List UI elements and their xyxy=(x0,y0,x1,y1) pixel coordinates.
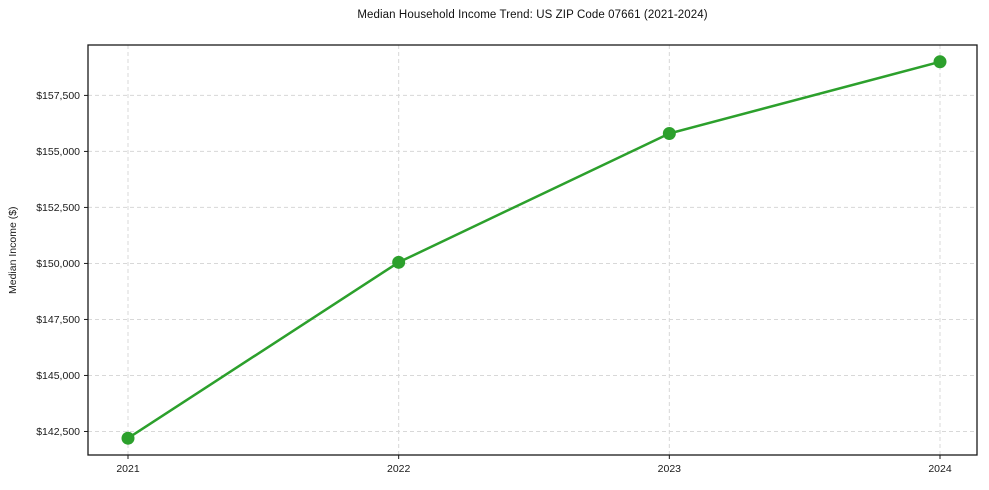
data-points xyxy=(121,55,947,445)
x-tick-label: 2021 xyxy=(116,463,140,475)
income-trend-line xyxy=(126,60,942,440)
y-tick-label: $155,000 xyxy=(36,146,80,158)
data-point-marker xyxy=(662,126,676,140)
y-tick-label: $142,500 xyxy=(36,426,80,438)
y-axis-ticks: $142,500 $145,000 $147,500 $150,000 $152,500… xyxy=(36,90,88,438)
y-tick-label: $157,500 xyxy=(36,90,80,102)
x-axis-ticks: 2021 2022 2023 2024 xyxy=(116,455,952,475)
x-tick-label: 2022 xyxy=(387,463,411,475)
y-tick-label: $147,500 xyxy=(36,314,80,326)
y-tick-label: $152,500 xyxy=(36,202,80,214)
grid-lines xyxy=(88,45,977,455)
data-point-marker xyxy=(392,255,406,269)
plot-border xyxy=(87,44,978,456)
y-tick-label: $150,000 xyxy=(36,258,80,270)
chart-title: Median Household Income Trend: US ZIP Co… xyxy=(357,9,708,21)
y-tick-label: $145,000 xyxy=(36,370,80,382)
data-point-marker xyxy=(933,55,947,69)
data-point-marker xyxy=(121,431,135,445)
x-tick-label: 2024 xyxy=(928,463,952,475)
x-tick-label: 2023 xyxy=(658,463,682,475)
